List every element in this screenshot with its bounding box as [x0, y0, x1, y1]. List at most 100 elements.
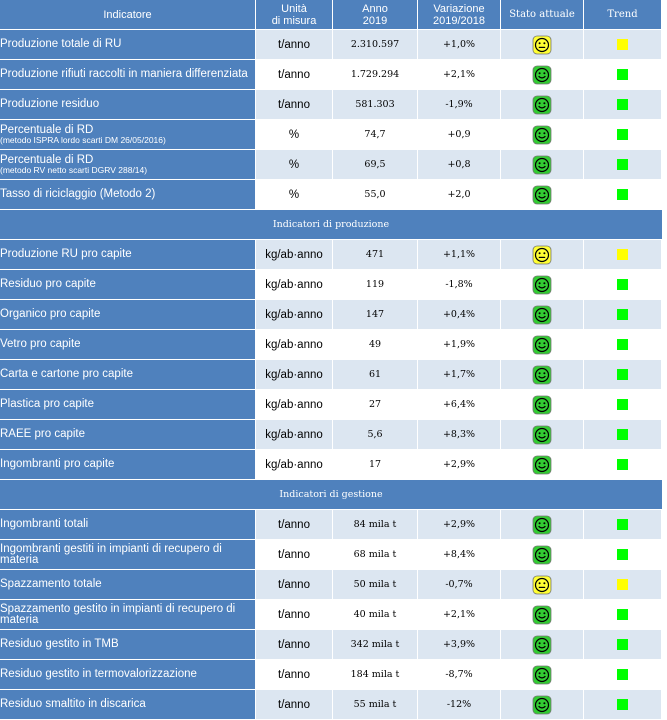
header-trend-label: Trend [607, 8, 638, 20]
indicator-name: Percentuale di RD [0, 123, 94, 136]
smiley-happy-icon [532, 545, 552, 564]
indicator-name: Organico pro capite [0, 308, 101, 320]
table-row: Plastica pro capite kg/ab·anno 27 +6,4% [0, 390, 662, 420]
unit-cell: kg/ab·anno [256, 390, 333, 420]
indicator-name: Produzione rifiuti raccolti in maniera d… [0, 68, 248, 80]
trend-indicator-icon [617, 158, 628, 170]
value-2019-cell: 27 [333, 390, 418, 420]
table-row: Tasso di riciclaggio (Metodo 2)% 55,0 +2,0 [0, 180, 662, 210]
variation-cell: +1,1% [418, 240, 501, 270]
indicator-name-cell: Produzione residuo [0, 90, 256, 120]
value-2019-cell: 50 mila t [333, 570, 418, 600]
trend-cell [584, 270, 662, 300]
header-status: Stato attuale [501, 0, 584, 30]
table-row: RAEE pro capite kg/ab·anno 5,6 +8,3% [0, 420, 662, 450]
variation-cell: -1,8% [418, 270, 501, 300]
table-row: Produzione rifiuti raccolti in maniera d… [0, 60, 662, 90]
header-unit: Unità di misura [256, 0, 333, 30]
section-header-row: Indicatori di produzione [0, 210, 662, 240]
variation-cell: +2,1% [418, 60, 501, 90]
section-title: Indicatori di gestione [0, 480, 662, 510]
trend-indicator-icon [617, 128, 628, 140]
status-cell [501, 420, 584, 450]
smiley-happy-icon [532, 65, 552, 84]
trend-cell [584, 390, 662, 420]
indicator-name-cell: Produzione rifiuti raccolti in maniera d… [0, 60, 256, 90]
table-row: Carta e cartone pro capite kg/ab·anno 61 +1… [0, 360, 662, 390]
trend-indicator-icon [617, 38, 628, 50]
trend-indicator-icon [617, 608, 628, 620]
smiley-happy-icon [532, 455, 552, 474]
value-2019-cell: 49 [333, 330, 418, 360]
status-cell [501, 120, 584, 150]
table-row: Residuo gestito in termovalorizzazione t/… [0, 660, 662, 690]
value-2019-cell: 69,5 [333, 150, 418, 180]
unit-cell: kg/ab·anno [256, 420, 333, 450]
trend-indicator-icon [617, 398, 628, 410]
value-2019-cell: 471 [333, 240, 418, 270]
variation-cell: -8,7% [418, 660, 501, 690]
status-cell [501, 360, 584, 390]
smiley-happy-icon [532, 395, 552, 414]
unit-cell: t/anno [256, 600, 333, 630]
trend-indicator-icon [617, 338, 628, 350]
smiley-happy-icon [532, 125, 552, 144]
indicator-name-cell: Tasso di riciclaggio (Metodo 2) [0, 180, 256, 210]
indicator-name: Residuo gestito in termovalorizzazione [0, 668, 197, 680]
status-cell [501, 240, 584, 270]
value-2019-cell: 1.729.294 [333, 60, 418, 90]
trend-cell [584, 120, 662, 150]
value-2019-cell: 68 mila t [333, 540, 418, 570]
trend-cell [584, 450, 662, 480]
trend-indicator-icon [617, 428, 628, 440]
value-2019-cell: 55,0 [333, 180, 418, 210]
section-title: Indicatori di produzione [0, 210, 662, 240]
smiley-happy-icon [532, 605, 552, 624]
status-cell [501, 300, 584, 330]
unit-cell: t/anno [256, 660, 333, 690]
status-cell [501, 600, 584, 630]
indicator-name: Vetro pro capite [0, 338, 81, 350]
smiley-happy-icon [532, 425, 552, 444]
trend-indicator-icon [617, 188, 628, 200]
indicator-name: Produzione residuo [0, 98, 100, 110]
trend-cell [584, 30, 662, 60]
unit-cell: t/anno [256, 510, 333, 540]
status-cell [501, 690, 584, 720]
table-row: Organico pro capite kg/ab·anno 147 +0,4% [0, 300, 662, 330]
unit-cell: % [256, 120, 333, 150]
trend-indicator-icon [617, 548, 628, 560]
value-2019-cell: 40 mila t [333, 600, 418, 630]
variation-cell: +2,9% [418, 510, 501, 540]
indicator-name-cell: Spazzamento totale [0, 570, 256, 600]
indicator-name: Tasso di riciclaggio (Metodo 2) [0, 188, 156, 200]
variation-cell: +1,9% [418, 330, 501, 360]
value-2019-cell: 84 mila t [333, 510, 418, 540]
unit-cell: kg/ab·anno [256, 330, 333, 360]
smiley-happy-icon [532, 95, 552, 114]
indicator-name-cell: Residuo pro capite [0, 270, 256, 300]
indicator-name: Spazzamento gestito in impianti di recup… [0, 602, 236, 626]
status-cell [501, 390, 584, 420]
indicator-name-cell: Spazzamento gestito in impianti di recup… [0, 600, 256, 630]
value-2019-cell: 342 mila t [333, 630, 418, 660]
table-row: Produzione residuo t/anno 581.303 -1,9% [0, 90, 662, 120]
value-2019-cell: 119 [333, 270, 418, 300]
value-2019-cell: 2.310.597 [333, 30, 418, 60]
trend-cell [584, 150, 662, 180]
trend-cell [584, 630, 662, 660]
indicator-name-cell: RAEE pro capite [0, 420, 256, 450]
header-status-label: Stato attuale [509, 8, 575, 20]
indicator-name: Residuo pro capite [0, 278, 96, 290]
variation-cell: +2,9% [418, 450, 501, 480]
trend-indicator-icon [617, 638, 628, 650]
smiley-happy-icon [532, 275, 552, 294]
trend-indicator-icon [617, 248, 628, 260]
indicator-name: Plastica pro capite [0, 398, 94, 410]
variation-cell: +0,8 [418, 150, 501, 180]
unit-cell: kg/ab·anno [256, 270, 333, 300]
trend-indicator-icon [617, 98, 628, 110]
value-2019-cell: 61 [333, 360, 418, 390]
trend-cell [584, 690, 662, 720]
